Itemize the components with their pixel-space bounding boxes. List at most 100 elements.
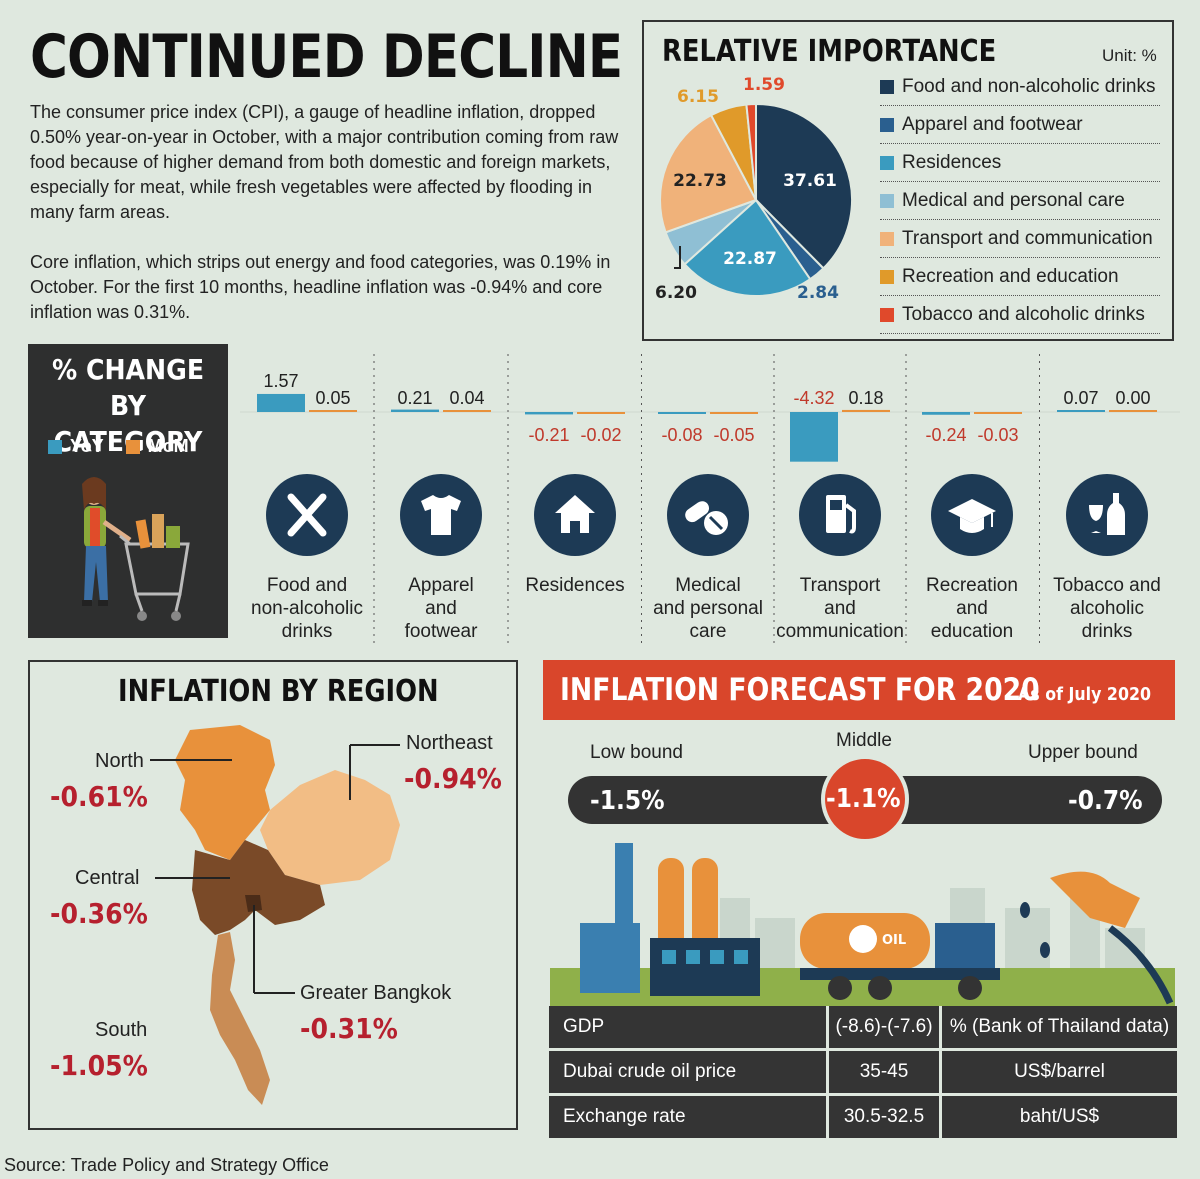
upper-bound-value: -0.7% bbox=[1068, 786, 1143, 816]
pie-legend-item: Recreation and education bbox=[880, 258, 1160, 296]
category-label: Apparel and footwear bbox=[375, 574, 507, 643]
yoy-swatch bbox=[48, 439, 62, 454]
forecast-title: INFLATION FORECAST FOR 2020 bbox=[560, 672, 1040, 708]
relative-importance-title: RELATIVE IMPORTANCE bbox=[662, 34, 997, 69]
pie-legend-item: Medical and personal care bbox=[880, 182, 1160, 220]
south-value: -1.05% bbox=[50, 1049, 148, 1082]
thailand-region-map bbox=[150, 725, 400, 1105]
legend-label: Food and non-alcoholic drinks bbox=[902, 75, 1156, 97]
pie-slice-label: 6.20 bbox=[655, 283, 697, 303]
mom-swatch bbox=[125, 439, 140, 454]
intro-paragraph-2: Core inflation, which strips out energy … bbox=[30, 252, 611, 322]
category-label-line: drinks bbox=[281, 621, 333, 642]
category-label-line: Medical bbox=[675, 575, 741, 596]
yoy-bar-label: 0.07 bbox=[1063, 388, 1098, 408]
category-label-line: Recreation bbox=[926, 575, 1018, 596]
northeast-value: -0.94% bbox=[404, 762, 502, 795]
table-cell-value: (-8.6)-(-7.6) bbox=[829, 1006, 942, 1048]
category-label-line: education bbox=[930, 621, 1014, 642]
region-title: INFLATION BY REGION bbox=[118, 674, 439, 709]
mom-bar bbox=[309, 410, 357, 412]
forecast-table: GDP (-8.6)-(-7.6)% (Bank of Thailand data… bbox=[549, 1006, 1177, 1141]
relative-importance-panel bbox=[642, 20, 1174, 341]
yoy-bar-label: -4.32 bbox=[793, 388, 834, 408]
fork-knife-icon bbox=[266, 474, 348, 556]
yoy-bar bbox=[257, 393, 305, 412]
category-label-line: communication bbox=[776, 621, 904, 642]
house-icon bbox=[534, 474, 616, 556]
central-label: Central bbox=[75, 867, 140, 889]
relative-importance-pie-chart: 37.61 2.84 22.87 6.20 22.73 6.15 1.59 bbox=[655, 75, 853, 303]
category-label-line: Apparel bbox=[408, 575, 474, 596]
pie-legend-item: Residences bbox=[880, 144, 1160, 182]
table-cell-value: 30.5-32.5 bbox=[829, 1096, 942, 1138]
pie-slice-label: 6.15 bbox=[677, 87, 719, 107]
pie-slice bbox=[755, 102, 853, 270]
category-label: Medical and personal care bbox=[642, 574, 774, 643]
mom-bar-label: -0.03 bbox=[977, 425, 1018, 445]
wine-bottle-icon bbox=[1066, 474, 1148, 556]
mom-bar-label: -0.05 bbox=[713, 425, 754, 445]
table-row: GDP (-8.6)-(-7.6)% (Bank of Thailand data… bbox=[549, 1006, 1177, 1051]
forecast-banner bbox=[543, 660, 1175, 720]
mom-legend-label: MoM bbox=[147, 436, 189, 456]
category-label-line: non-alcoholic bbox=[251, 598, 363, 619]
tshirt-icon bbox=[400, 474, 482, 556]
mom-bar bbox=[710, 412, 758, 414]
yoy-bar bbox=[525, 412, 573, 415]
category-label-line: drinks bbox=[1081, 621, 1133, 642]
pie-slice-label: 1.59 bbox=[743, 75, 785, 95]
yoy-bar-label: 1.57 bbox=[263, 371, 298, 391]
category-label: Residences bbox=[509, 574, 641, 597]
yoy-legend-label: YoY bbox=[70, 436, 104, 456]
legend-swatch bbox=[880, 307, 894, 322]
yoy-bar bbox=[790, 412, 838, 462]
pie-slice-label: 22.87 bbox=[723, 249, 777, 269]
middle-label: Middle bbox=[836, 730, 892, 751]
region-panel bbox=[28, 660, 518, 1130]
pie-legend-item: Transport and communication bbox=[880, 220, 1160, 258]
table-cell-name: GDP bbox=[549, 1006, 829, 1048]
legend-swatch bbox=[880, 79, 894, 94]
yoy-bar bbox=[1057, 410, 1105, 412]
forecast-as-of: As of July 2020 bbox=[1018, 684, 1152, 705]
table-cell-name: Dubai crude oil price bbox=[549, 1051, 829, 1093]
upper-bound-label: Upper bound bbox=[1028, 742, 1138, 763]
page-title: CONTINUED DECLINE bbox=[30, 22, 623, 92]
pie-legend-item: Food and non-alcoholic drinks bbox=[880, 68, 1160, 106]
legend-swatch bbox=[880, 155, 894, 170]
category-label: Recreation and education bbox=[906, 574, 1038, 643]
greater-bangkok-region-shape bbox=[245, 895, 262, 912]
table-cell-name: Exchange rate bbox=[549, 1096, 829, 1138]
north-label: North bbox=[95, 750, 144, 772]
legend-label: Transport and communication bbox=[902, 227, 1153, 249]
pie-slice-label: 2.84 bbox=[797, 283, 839, 303]
table-cell-value: 35-45 bbox=[829, 1051, 942, 1093]
low-bound-label: Low bound bbox=[590, 742, 683, 763]
pie-slice bbox=[745, 102, 757, 201]
legend-swatch bbox=[880, 117, 894, 132]
legend-swatch bbox=[880, 193, 894, 208]
northeast-label: Northeast bbox=[406, 732, 493, 754]
mom-bar-label: -0.02 bbox=[580, 425, 621, 445]
yoy-bar-label: -0.24 bbox=[925, 425, 966, 445]
mom-bar bbox=[577, 412, 625, 414]
category-title-line-1: % CHANGE bbox=[51, 353, 205, 386]
legend-label: Tobacco and alcoholic drinks bbox=[902, 303, 1145, 325]
pie-slice-label: 22.73 bbox=[673, 171, 727, 191]
pie-legend-item: Apparel and footwear bbox=[880, 106, 1160, 144]
legend-swatch bbox=[880, 231, 894, 246]
category-label: Food and non-alcoholic drinks bbox=[241, 574, 373, 643]
yoy-bar-label: 0.21 bbox=[397, 388, 432, 408]
category-label-line: Food and bbox=[266, 575, 348, 596]
category-title-panel bbox=[28, 344, 228, 638]
table-cell-unit: % (Bank of Thailand data) bbox=[942, 1006, 1177, 1048]
category-label-line: and bbox=[824, 598, 856, 619]
middle-value: -1.1% bbox=[826, 784, 901, 814]
table-cell-unit: US$/barrel bbox=[942, 1051, 1177, 1093]
category-label: Tobacco and alcoholic drinks bbox=[1041, 574, 1173, 643]
mom-bar-label: 0.18 bbox=[848, 388, 883, 408]
central-region-shape bbox=[192, 840, 325, 935]
table-cell-unit: baht/US$ bbox=[942, 1096, 1177, 1138]
legend-swatch bbox=[880, 269, 894, 284]
